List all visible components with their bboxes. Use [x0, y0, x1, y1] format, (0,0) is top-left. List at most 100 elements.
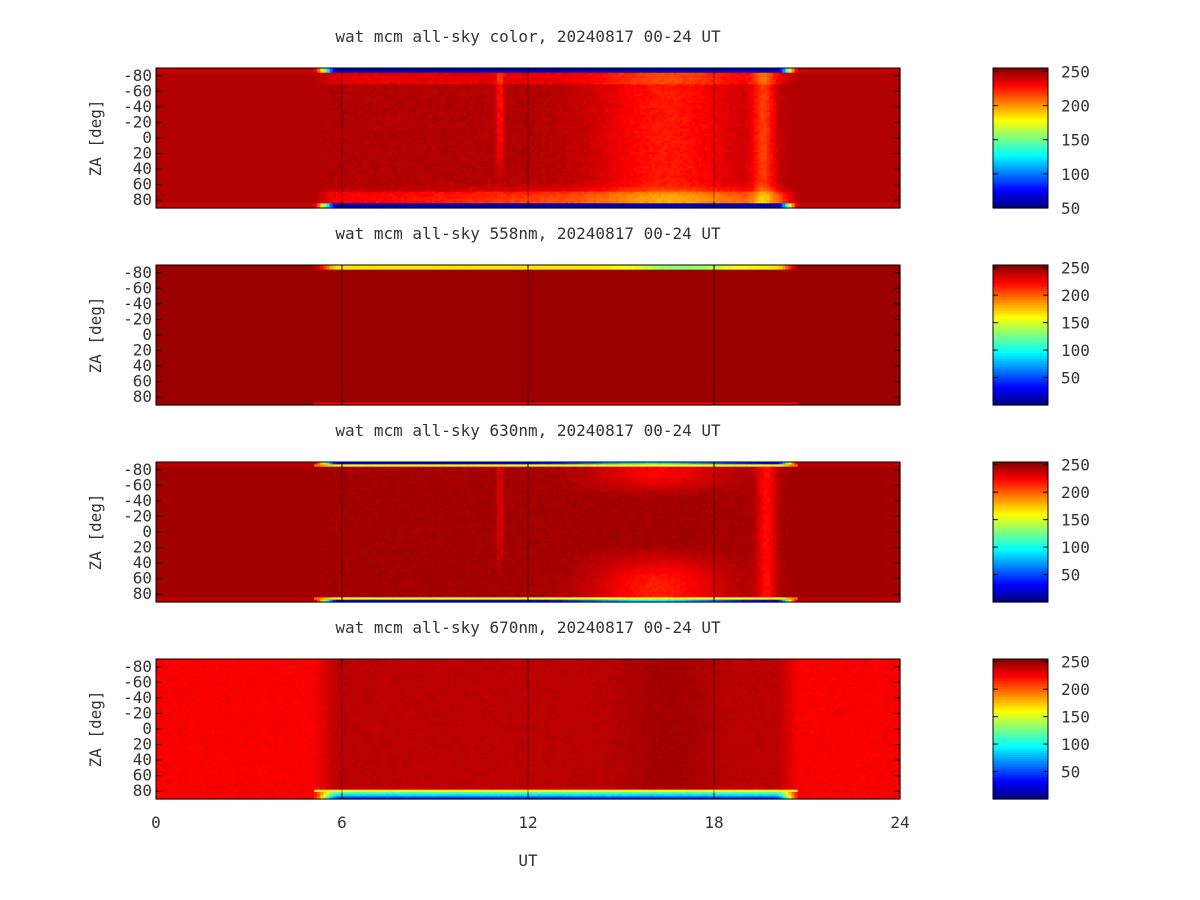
- heatmap-cell: [177, 70, 182, 74]
- heatmap-cell: [177, 189, 182, 193]
- heatmap-cell: [214, 161, 219, 165]
- heatmap-cell: [196, 170, 200, 174]
- heatmap-cell: [190, 105, 194, 109]
- heatmap-cell: [162, 98, 166, 102]
- heatmap-cell: [211, 105, 216, 109]
- heatmap-cell: [180, 126, 185, 130]
- heatmap-cell: [187, 117, 191, 120]
- heatmap-cell: [218, 124, 222, 127]
- heatmap-cell: [165, 198, 169, 202]
- heatmap-cell: [221, 189, 225, 193]
- heatmap-cell: [190, 182, 194, 186]
- heatmap-cell: [193, 156, 197, 160]
- heatmap-cell: [162, 77, 166, 81]
- heatmap-cell: [177, 170, 182, 174]
- heatmap-cell: [193, 194, 197, 197]
- heatmap-cell: [159, 119, 163, 123]
- heatmap-cell: [183, 68, 188, 71]
- heatmap-cell: [205, 124, 210, 127]
- heatmap-cell: [168, 152, 173, 155]
- heatmap-cell: [208, 140, 213, 144]
- heatmap-cell: [196, 77, 200, 81]
- heatmap-cell: [224, 142, 228, 146]
- heatmap-cell: [159, 107, 163, 111]
- heatmap-cell: [180, 86, 185, 90]
- heatmap-cell: [162, 159, 166, 162]
- heatmap-cell: [187, 180, 191, 183]
- heatmap-cell: [224, 173, 228, 176]
- heatmap-cell: [190, 170, 194, 174]
- heatmap-cell: [208, 135, 213, 139]
- heatmap-cell: [187, 142, 191, 146]
- heatmap-cell: [174, 191, 179, 195]
- heatmap-cell: [171, 184, 176, 188]
- heatmap-cell: [205, 149, 210, 153]
- heatmap-cell: [190, 187, 194, 190]
- heatmap-cell: [183, 126, 188, 130]
- heatmap-cell: [193, 105, 197, 109]
- heatmap-cell: [211, 82, 216, 85]
- heatmap-cell: [205, 189, 210, 193]
- heatmap-cell: [165, 79, 169, 83]
- heatmap-cell: [199, 105, 204, 109]
- heatmap-cell: [224, 79, 228, 83]
- heatmap-cell: [218, 107, 222, 111]
- heatmap-cell: [180, 121, 185, 125]
- heatmap-cell: [190, 77, 194, 81]
- heatmap-cell: [156, 126, 160, 130]
- heatmap-cell: [159, 205, 163, 209]
- heatmap-cell: [196, 105, 200, 109]
- heatmap-cell: [162, 194, 166, 197]
- heatmap-cell: [162, 173, 166, 176]
- heatmap-cell: [218, 112, 222, 116]
- heatmap-cell: [156, 75, 160, 78]
- heatmap-cell: [205, 182, 210, 186]
- heatmap-cell: [193, 100, 197, 104]
- heatmap-cell: [180, 93, 185, 97]
- heatmap-cell: [156, 203, 160, 207]
- heatmap-cell: [174, 187, 179, 190]
- heatmap-cell: [183, 177, 188, 181]
- heatmap-cell: [156, 159, 160, 162]
- heatmap-cell: [214, 194, 219, 197]
- heatmap-cell: [165, 84, 169, 88]
- heatmap-cell: [156, 96, 160, 99]
- heatmap-cell: [174, 203, 179, 207]
- heatmap-cell: [190, 161, 194, 165]
- heatmap-cell: [168, 166, 173, 169]
- heatmap-cell: [171, 152, 176, 155]
- heatmap-cell: [218, 121, 222, 125]
- heatmap-cell: [221, 140, 225, 144]
- heatmap-cell: [168, 156, 173, 160]
- heatmap-cell: [165, 86, 169, 90]
- heatmap-cell: [159, 112, 163, 116]
- heatmap-cell: [199, 203, 204, 207]
- heatmap-cell: [180, 201, 185, 204]
- heatmap-cell: [162, 198, 166, 202]
- heatmap-cell: [183, 142, 188, 146]
- heatmap-cell: [205, 128, 210, 132]
- heatmap-cell: [211, 96, 216, 99]
- heatmap-cell: [218, 77, 222, 81]
- heatmap-cell: [183, 152, 188, 155]
- heatmap-cell: [193, 170, 197, 174]
- heatmap-cell: [156, 189, 160, 193]
- heatmap-cell: [177, 163, 182, 167]
- heatmap-cell: [218, 103, 222, 106]
- heatmap-cell: [187, 124, 191, 127]
- heatmap-cell: [214, 75, 219, 78]
- heatmap-cell: [159, 196, 163, 200]
- heatmap-cell: [224, 145, 228, 148]
- heatmap-cell: [224, 75, 228, 78]
- heatmap-cell: [159, 84, 163, 88]
- heatmap-cell: [211, 187, 216, 190]
- heatmap-cell: [190, 180, 194, 183]
- heatmap-cell: [218, 175, 222, 179]
- heatmap-cell: [205, 152, 210, 155]
- heatmap-cell: [208, 147, 213, 151]
- heatmap-cell: [199, 91, 204, 95]
- heatmap-cell: [156, 142, 160, 146]
- heatmap-cell: [224, 196, 228, 200]
- heatmap-cell: [211, 128, 216, 132]
- heatmap-cell: [202, 196, 207, 200]
